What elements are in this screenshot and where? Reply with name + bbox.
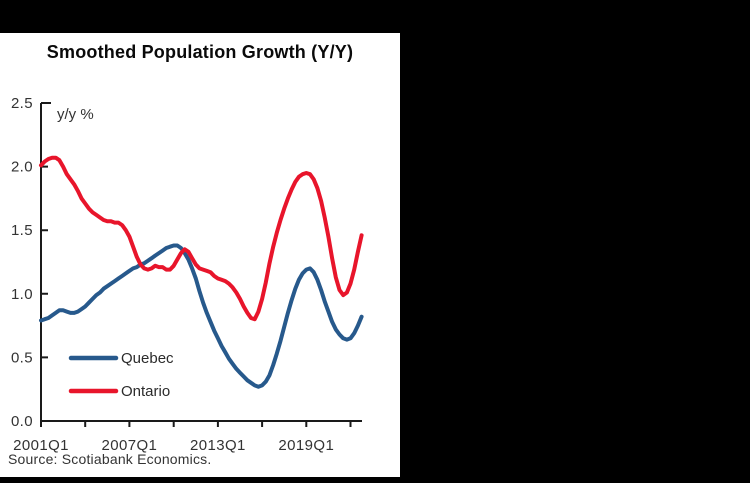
y-tick-label: 1.0 xyxy=(11,286,33,303)
top-black-bar xyxy=(0,0,750,33)
y-tick-label: 0.5 xyxy=(11,349,33,366)
legend-item-quebec: Quebec xyxy=(68,350,174,367)
population-growth-chart: 0.0 0.5 1.0 1.5 2.0 2.5 2001Q1 2007Q1 2013Q1 2019… xyxy=(11,95,364,454)
y-axis-unit-label: y/y % xyxy=(57,106,94,123)
x-tick-label: 2013Q1 xyxy=(190,437,246,454)
x-tick-label: 2019Q1 xyxy=(278,437,334,454)
quebec-label: Quebec xyxy=(121,350,174,367)
y-tick-label: 2.5 xyxy=(11,95,33,112)
quebec-line xyxy=(39,243,364,389)
y-tick-label: 1.5 xyxy=(11,222,33,239)
legend-item-ontario: Ontario xyxy=(68,383,170,400)
axis-lines xyxy=(40,102,362,427)
y-tick-label: 2.0 xyxy=(11,159,33,176)
chart-title: Smoothed Population Growth (Y/Y) xyxy=(46,42,354,62)
y-tick-label: 0.0 xyxy=(11,413,33,430)
ontario-label: Ontario xyxy=(121,383,170,400)
x-tick-label: 2001Q1 xyxy=(13,437,69,454)
legend: Quebec Ontario xyxy=(68,350,174,400)
ontario-line xyxy=(39,155,364,322)
chart-panel: Smoothed Population Growth (Y/Y) 0.0 0.5 1… xyxy=(0,33,400,477)
source-note: Source: Scotiabank Economics. xyxy=(8,451,212,467)
x-tick-label: 2007Q1 xyxy=(102,437,158,454)
